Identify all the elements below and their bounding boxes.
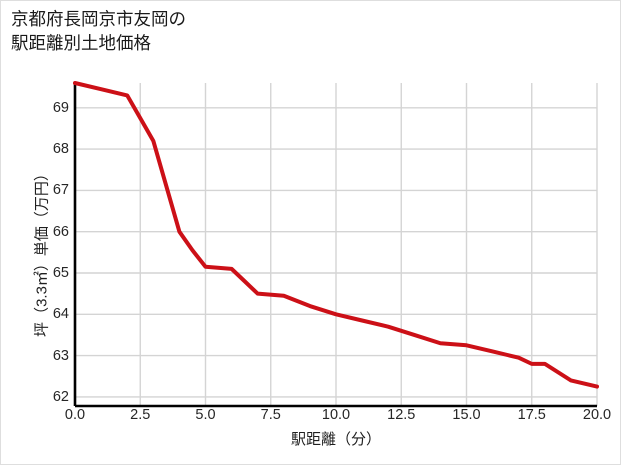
x-tick-label: 17.5 xyxy=(517,407,546,423)
y-tick-label: 69 xyxy=(52,99,69,116)
y-tick-label: 63 xyxy=(52,347,69,364)
chart-title: 京都府長岡京市友岡の 駅距離別土地価格 xyxy=(11,9,186,54)
y-tick-label: 68 xyxy=(52,141,69,158)
y-tick-label: 66 xyxy=(52,223,69,240)
x-tick-label: 20.0 xyxy=(582,407,612,423)
y-tick-label: 67 xyxy=(52,182,69,199)
x-axis-ticks: 0.0 2.5 5.0 7.5 10.0 12.5 15.0 17.5 20.0 xyxy=(1,407,620,437)
y-axis-ticks: 62 63 64 65 66 67 68 69 xyxy=(1,1,69,464)
y-axis-title: 坪（3.3㎡）単価（万円） xyxy=(33,166,51,337)
series-line xyxy=(73,81,599,389)
axis-spines xyxy=(73,83,597,408)
y-tick-label: 62 xyxy=(52,388,69,405)
x-tick-label: 10.0 xyxy=(321,407,351,423)
x-tick-label: 2.5 xyxy=(130,407,151,423)
data-series-line xyxy=(73,81,599,389)
y-tick-label: 65 xyxy=(52,265,69,281)
y-tick-label: 64 xyxy=(52,306,69,323)
x-tick-label: 0.0 xyxy=(64,407,86,423)
x-tick-label: 5.0 xyxy=(195,407,216,423)
x-tick-label: 15.0 xyxy=(452,407,481,423)
x-tick-label: 12.5 xyxy=(387,407,416,423)
gridlines-vertical xyxy=(74,83,598,406)
x-axis-title: 駅距離（分） xyxy=(290,431,381,448)
x-tick-label: 7.5 xyxy=(260,407,281,423)
